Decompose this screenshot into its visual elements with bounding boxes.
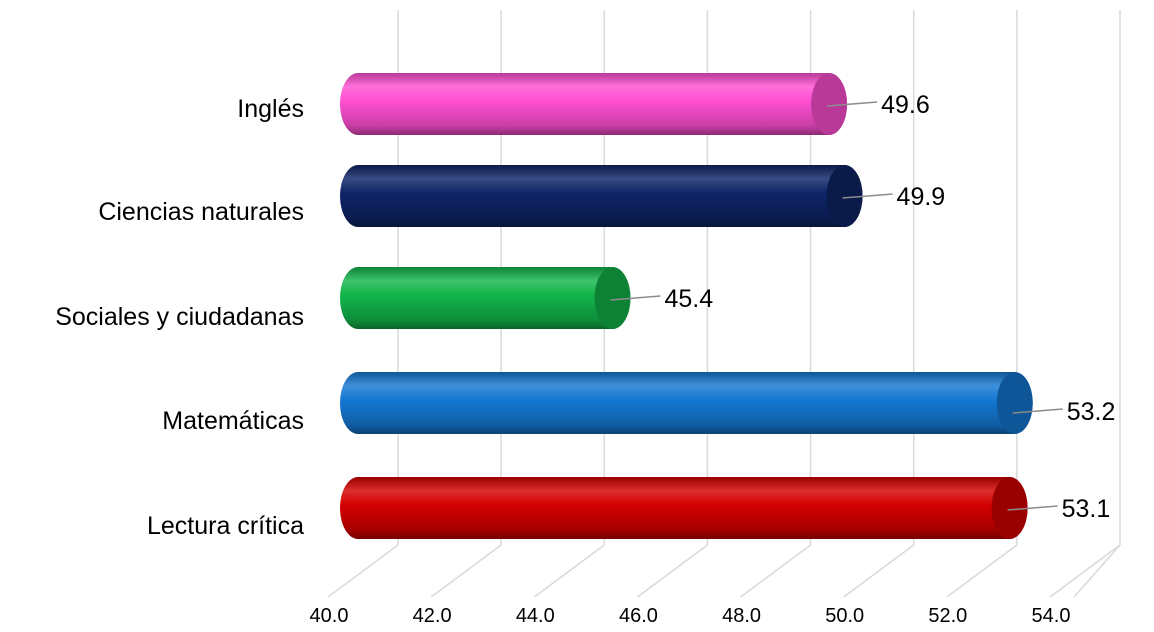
data-label: 45.4 [664, 285, 713, 313]
bar [340, 477, 1028, 539]
floor-gridline [430, 544, 502, 598]
data-label: 49.9 [897, 183, 946, 211]
data-label: 49.6 [881, 91, 930, 119]
data-label-leader [1007, 505, 1058, 511]
data-label-leader [827, 101, 878, 107]
floor-gridline [1049, 544, 1121, 598]
bar-body [340, 267, 631, 329]
bar-cap [991, 477, 1028, 539]
floor-gridline [327, 544, 399, 598]
x-tick-label: 44.0 [516, 605, 555, 627]
x-tick-label: 50.0 [825, 605, 864, 627]
bar-cap [826, 165, 863, 227]
data-label: 53.1 [1062, 495, 1111, 523]
category-label: Sociales y ciudadanas [55, 303, 304, 331]
floor-edge [1073, 544, 1121, 598]
x-tick-label: 42.0 [413, 605, 452, 627]
bar [340, 165, 863, 227]
category-label: Inglés [237, 95, 304, 123]
bar-cap [996, 372, 1033, 434]
data-label-leader [1012, 408, 1063, 414]
floor-gridline [740, 544, 812, 598]
x-tick-label: 48.0 [722, 605, 761, 627]
data-label-leader [610, 295, 661, 301]
x-tick-label: 40.0 [310, 605, 349, 627]
x-axis-tick-labels: 40.0 42.0 44.0 46.0 48.0 50.0 52.0 54.0 [310, 605, 1071, 627]
data-label-leader [842, 193, 893, 199]
floor-gridline [843, 544, 915, 598]
x-tick-label: 54.0 [1032, 605, 1071, 627]
floor-gridline [533, 544, 605, 598]
bar-cap [811, 73, 848, 135]
category-labels: Inglés Ciencias naturales Sociales y ciuda… [55, 95, 304, 540]
category-label: Ciencias naturales [98, 198, 304, 226]
bar-cap [594, 267, 631, 329]
bar [340, 267, 631, 329]
bar-body [340, 372, 1033, 434]
data-labels: 49.6 49.9 45.4 53.2 53.1 [610, 91, 1115, 523]
x-tick-label: 52.0 [928, 605, 967, 627]
bar-body [340, 477, 1028, 539]
bar [340, 73, 848, 135]
category-label: Matemáticas [162, 407, 304, 435]
bar-body [340, 165, 863, 227]
floor-gridline [636, 544, 708, 598]
bars [340, 73, 1033, 539]
bar-body [340, 73, 848, 135]
floor-gridline [946, 544, 1018, 598]
category-label: Lectura crítica [147, 512, 304, 540]
bar [340, 372, 1033, 434]
x-tick-label: 46.0 [619, 605, 658, 627]
data-label: 53.2 [1067, 398, 1116, 426]
